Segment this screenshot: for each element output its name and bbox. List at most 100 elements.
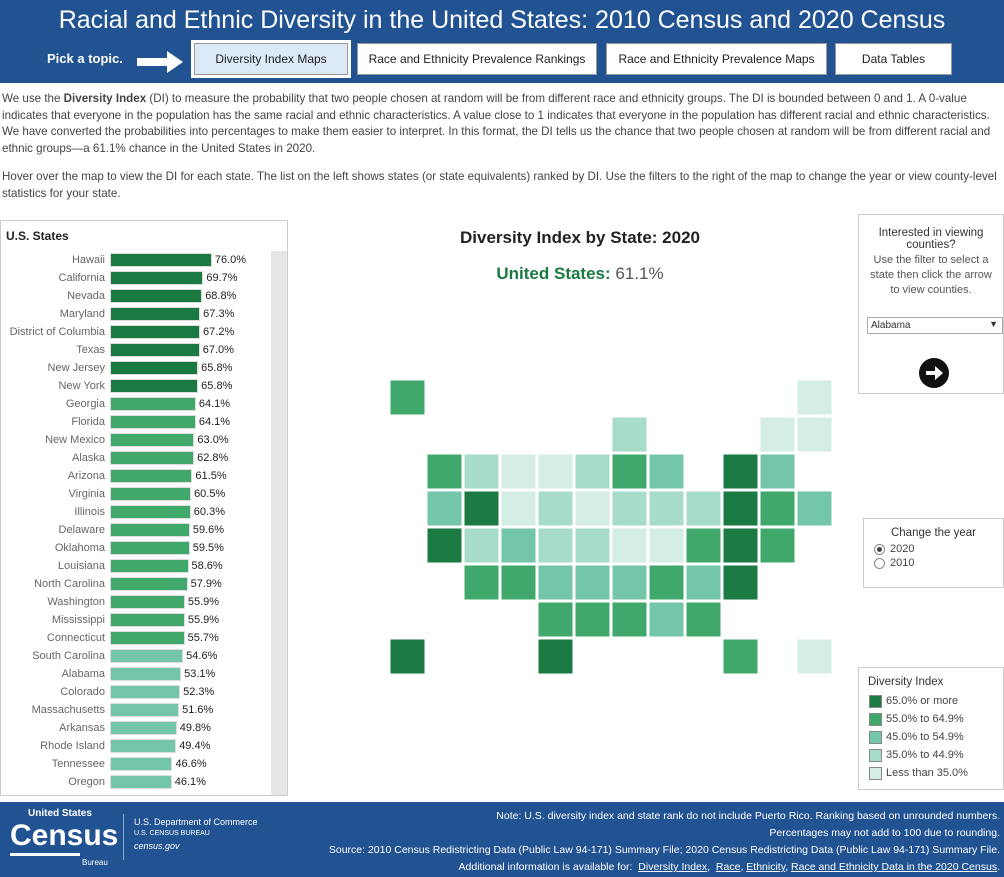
state-mt[interactable] [500,453,537,490]
state-il[interactable] [611,453,648,490]
list-item[interactable]: Colorado 52.3% [1,683,271,701]
link-ethnicity[interactable]: Ethnicity [746,861,786,873]
list-item[interactable]: Tennessee 46.6% [1,755,271,773]
list-item[interactable]: Rhode Island 49.4% [1,737,271,755]
state-tn[interactable] [611,564,648,601]
radio-2010[interactable]: 2010 [874,557,1003,569]
state-fl[interactable] [722,638,759,675]
list-item[interactable]: Arizona 61.5% [1,467,271,485]
list-item[interactable]: Nevada 68.8% [1,287,271,305]
scrollbar[interactable] [271,251,287,795]
link-diversity-index[interactable]: Diversity Index [638,861,708,873]
state-ca[interactable] [426,527,463,564]
list-item[interactable]: Alabama 53.1% [1,665,271,683]
state-in[interactable] [611,490,648,527]
state-mo[interactable] [574,527,611,564]
go-arrow-button[interactable] [918,357,950,389]
radio-2020[interactable]: 2020 [874,543,1003,555]
list-item[interactable]: Illinois 60.3% [1,503,271,521]
state-wa[interactable] [426,453,463,490]
state-va[interactable] [685,527,722,564]
state-az[interactable] [463,564,500,601]
state-al[interactable] [648,601,685,638]
state-ma[interactable] [759,453,796,490]
state-md[interactable] [722,527,759,564]
list-item[interactable]: Washington 55.9% [1,593,271,611]
state-nm[interactable] [500,564,537,601]
state-la[interactable] [574,601,611,638]
link-race[interactable]: Race [715,861,741,873]
list-item[interactable]: Texas 67.0% [1,341,271,359]
state-nd[interactable] [537,453,574,490]
state-sc[interactable] [685,564,722,601]
state-mn[interactable] [574,453,611,490]
list-item[interactable]: Oklahoma 59.5% [1,539,271,557]
tab-prevalence-maps[interactable]: Race and Ethnicity Prevalence Maps [606,43,827,75]
dept-block: U.S. Department of Commerce U.S. CENSUS … [134,816,258,852]
state-me[interactable] [796,379,833,416]
state-ga[interactable] [685,601,722,638]
state-ok[interactable] [537,601,574,638]
state-ct[interactable] [759,490,796,527]
state-or[interactable] [426,490,463,527]
list-item[interactable]: Oregon 46.1% [1,773,271,791]
state-nc[interactable] [648,564,685,601]
list-item[interactable]: New Jersey 65.8% [1,359,271,377]
list-item[interactable]: District of Columbia 67.2% [1,323,271,341]
state-id[interactable] [463,453,500,490]
state-mi[interactable] [648,453,685,490]
list-item[interactable]: Hawaii 76.0% [1,251,271,269]
census-link[interactable]: census.gov [134,841,180,851]
state-ms[interactable] [611,601,648,638]
state-hi[interactable] [389,638,426,675]
state-tx[interactable] [537,638,574,675]
census-logo[interactable]: United States Census Bureau [10,808,120,870]
tab-prevalence-rankings[interactable]: Race and Ethnicity Prevalence Rankings [357,43,597,75]
state-oh[interactable] [648,490,685,527]
us-state-map[interactable] [385,320,855,740]
state-ny[interactable] [722,453,759,490]
state-ia[interactable] [574,490,611,527]
state-de[interactable] [759,527,796,564]
list-item[interactable]: Massachusetts 51.6% [1,701,271,719]
list-item[interactable]: Maryland 67.3% [1,305,271,323]
state-wi[interactable] [611,416,648,453]
list-item[interactable]: Georgia 64.1% [1,395,271,413]
state-ne[interactable] [537,527,574,564]
state-value: 53.1% [184,668,216,680]
list-item[interactable]: South Carolina 54.6% [1,647,271,665]
link-2020-census-data[interactable]: Race and Ethnicity Data in the 2020 Cens… [791,861,998,873]
state-wv[interactable] [648,527,685,564]
state-dc[interactable] [722,564,759,601]
state-ri[interactable] [796,490,833,527]
state-ar[interactable] [574,564,611,601]
list-item[interactable]: Delaware 59.6% [1,521,271,539]
list-item[interactable]: Louisiana 58.6% [1,557,271,575]
state-wy[interactable] [500,490,537,527]
state-nv[interactable] [463,490,500,527]
list-item[interactable]: Alaska 62.8% [1,449,271,467]
state-co[interactable] [500,527,537,564]
state-ky[interactable] [611,527,648,564]
state-ut[interactable] [463,527,500,564]
state-ks[interactable] [537,564,574,601]
list-item[interactable]: Florida 64.1% [1,413,271,431]
state-ak[interactable] [389,379,426,416]
state-nj[interactable] [722,490,759,527]
state-nh[interactable] [796,416,833,453]
list-item[interactable]: New Mexico 63.0% [1,431,271,449]
state-sd[interactable] [537,490,574,527]
list-item[interactable]: New York 65.8% [1,377,271,395]
state-pa[interactable] [685,490,722,527]
state-pr[interactable] [796,638,833,675]
tab-data-tables[interactable]: Data Tables [835,43,952,75]
tab-diversity-index-maps[interactable]: Diversity Index Maps [191,40,351,78]
list-item[interactable]: Virginia 60.5% [1,485,271,503]
state-select[interactable]: Alabama ▼ [867,317,1003,334]
list-item[interactable]: Arkansas 49.8% [1,719,271,737]
list-item[interactable]: Mississippi 55.9% [1,611,271,629]
state-vt[interactable] [759,416,796,453]
list-item[interactable]: Connecticut 55.7% [1,629,271,647]
list-item[interactable]: North Carolina 57.9% [1,575,271,593]
list-item[interactable]: California 69.7% [1,269,271,287]
